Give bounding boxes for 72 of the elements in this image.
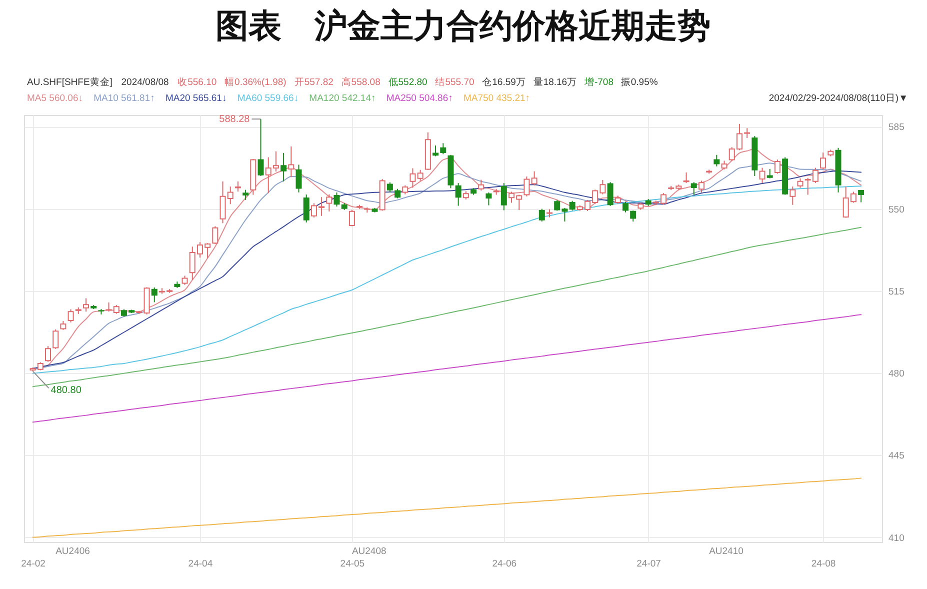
candlestick [622, 201, 628, 213]
candlestick [538, 208, 545, 222]
text: AU2406 [56, 546, 90, 557]
candlestick [296, 164, 302, 193]
candlestick [714, 154, 720, 167]
candlestick [455, 182, 462, 206]
candlestick [212, 226, 218, 245]
candlestick [858, 189, 864, 203]
candlestick [766, 168, 773, 179]
annotation: 588.28 [219, 114, 250, 126]
candlestick [690, 182, 697, 196]
candlestick [68, 308, 74, 323]
candlestick [151, 286, 158, 303]
candlestick [288, 146, 294, 178]
chart-title: 图表 沪金主力合约价格近期走势 [216, 8, 710, 45]
text: MA20 565.61↓ [165, 93, 227, 104]
line-series [32, 314, 862, 423]
candlestick [394, 188, 401, 199]
text: AU2408 [352, 546, 386, 557]
text: 2024/02/29-2024/08/08(110日)▼ [768, 93, 908, 104]
candlestick [820, 152, 826, 170]
y-tick-label: 550 [888, 204, 904, 216]
text: MA250 504.86↑ [386, 93, 453, 104]
y-tick-label: 585 [888, 122, 904, 134]
x-tick-label: 24-06 [492, 558, 517, 570]
y-tick-label: 445 [888, 450, 904, 462]
candlestick [417, 169, 424, 182]
candlestick [500, 182, 507, 211]
candlestick [280, 152, 287, 182]
line-series [32, 478, 862, 538]
x-tick-label: 24-05 [340, 558, 365, 570]
candlestick [410, 168, 416, 188]
x-tick-label: 24-04 [188, 558, 213, 570]
candlestick [607, 182, 614, 207]
candlestick [234, 180, 241, 192]
candlestick [386, 182, 393, 193]
candlestick [478, 179, 484, 192]
candlestick [683, 172, 690, 184]
candlestick [242, 189, 249, 200]
annotation: 480.80 [50, 385, 82, 396]
candlestick [258, 118, 264, 176]
candlestick [182, 275, 188, 286]
candlestick [348, 209, 355, 227]
candlestick [698, 180, 704, 193]
candlestick [334, 192, 340, 207]
text: MA5 560.06↓ [27, 93, 83, 104]
candlestick [759, 167, 766, 184]
candlestick [531, 170, 538, 186]
text: AU2410 [709, 546, 744, 557]
x-tick-label: 24-02 [21, 558, 46, 570]
text: AU.SHF[SHFE黄金] 2024/08/08 收556.10 幅0.36%(1.98) 开557.82 高558.08 低552.80 结555.70 仓16.59万 量18.16万 增-708 振0.95% [27, 77, 658, 88]
candlestick [303, 194, 310, 223]
candlestick [790, 186, 796, 206]
line-series [32, 226, 862, 388]
candlestick [52, 328, 59, 350]
candlestick [569, 200, 576, 211]
y-tick-label: 480 [888, 368, 904, 380]
x-tick-label: 24-08 [811, 558, 836, 570]
x-tick-label: 24-07 [636, 558, 661, 570]
candlestick [797, 178, 804, 188]
candlestick [630, 210, 636, 222]
text: MA120 542.14↑ [309, 93, 376, 104]
candlestick [774, 159, 780, 174]
text: MA10 561.81↑ [94, 93, 155, 104]
candlestick [326, 194, 332, 212]
candlestick [82, 298, 89, 312]
y-tick-label: 515 [888, 286, 904, 298]
candlestick [44, 346, 51, 362]
candlestick [486, 192, 492, 206]
y-tick-label: 410 [888, 532, 904, 544]
text: MA60 559.66↓ [237, 93, 299, 104]
text: MA750 435.21↑ [463, 93, 530, 104]
